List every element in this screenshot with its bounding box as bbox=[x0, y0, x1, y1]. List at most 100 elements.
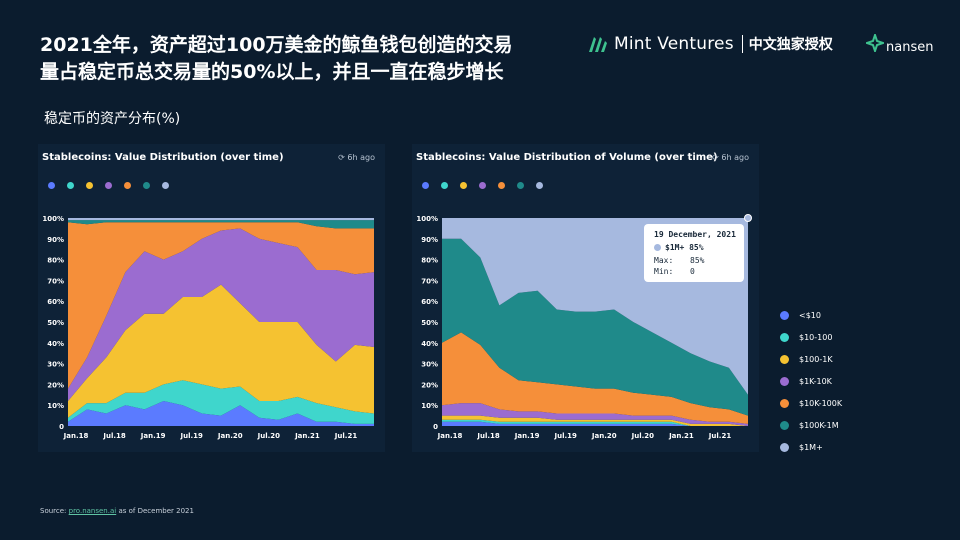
stacked-area-chart: 0 10% 20% 30% 40% 50% 60% 70% 80% 90% 100% Jan.18 Ju… bbox=[42, 215, 374, 440]
legend-label: <$10 bbox=[799, 310, 821, 320]
nansen-star-icon bbox=[866, 34, 884, 52]
legend-item[interactable]: $10K-100K bbox=[780, 392, 870, 414]
y-tick-label: 20% bbox=[47, 381, 64, 389]
x-tick-label: Jan.20 bbox=[591, 432, 617, 440]
legend-item[interactable]: <$10 bbox=[780, 304, 870, 326]
tooltip-date: 19 December, 2021 bbox=[654, 230, 736, 239]
chart-legend: <$10 $10-100 $100-1K $1K-10K $10K-100K $100K-… bbox=[780, 304, 870, 458]
tooltip-max-label: Max: bbox=[654, 256, 674, 265]
x-tick-label: Jul.18 bbox=[102, 432, 126, 440]
area-series-$10K-100K[interactable] bbox=[68, 222, 374, 389]
area-series-$1K-10K[interactable] bbox=[68, 228, 374, 401]
tooltip-series: $1M+ 85% bbox=[654, 243, 704, 252]
page-title: 2021全年，资产超过100万美金的鲸鱼钱包创造的交易 量占稳定币总交易量的50… bbox=[40, 32, 560, 86]
y-tick-label: 80% bbox=[421, 257, 438, 265]
area-series-$10-100[interactable] bbox=[68, 380, 374, 424]
source-prefix: Source: bbox=[40, 507, 67, 515]
y-tick-label: 90% bbox=[47, 236, 64, 244]
area-series-<$10[interactable] bbox=[68, 401, 374, 426]
legend-item[interactable]: $10-100 bbox=[780, 326, 870, 348]
legend-dot bbox=[780, 398, 789, 408]
y-tick-label: 70% bbox=[421, 277, 438, 285]
series-dot-6[interactable] bbox=[162, 182, 169, 189]
area-series-$100-1K[interactable] bbox=[68, 284, 374, 418]
legend-dot bbox=[780, 420, 789, 430]
brand-divider bbox=[741, 35, 743, 53]
x-tick-label: Jan.18 bbox=[437, 432, 463, 440]
series-dot-2[interactable] bbox=[86, 182, 93, 189]
legend-item[interactable]: $100K-1M bbox=[780, 414, 870, 436]
series-dot-1[interactable] bbox=[441, 182, 448, 189]
hover-point[interactable] bbox=[744, 214, 752, 222]
series-dot-3[interactable] bbox=[479, 182, 486, 189]
updated-label: 6h ago bbox=[721, 153, 749, 162]
y-tick-label: 60% bbox=[47, 298, 64, 306]
source-link[interactable]: pro.nansen.ai bbox=[68, 507, 117, 515]
y-tick-label: 50% bbox=[421, 319, 438, 327]
area-series-$10-100[interactable] bbox=[442, 419, 748, 426]
x-tick-label: Jul.18 bbox=[476, 432, 500, 440]
legend-item[interactable]: $100-1K bbox=[780, 348, 870, 370]
y-tick-label: 0 bbox=[59, 423, 64, 431]
legend-label: $1M+ bbox=[799, 442, 823, 452]
y-tick-label: 10% bbox=[421, 402, 438, 410]
clock-refresh-icon: ⟳ bbox=[712, 153, 719, 162]
x-tick-label: Jul.20 bbox=[257, 432, 281, 440]
chart-title: Stablecoins: Value Distribution (over ti… bbox=[42, 152, 284, 163]
chart-tooltip: 19 December, 2021 $1M+ 85% Max: 85% Min:… bbox=[644, 224, 744, 282]
y-tick-label: 40% bbox=[47, 340, 64, 348]
tooltip-min-row: Min: 0 bbox=[654, 267, 695, 276]
x-tick-label: Jul.19 bbox=[180, 432, 204, 440]
tooltip-series-dot bbox=[654, 244, 661, 251]
mint-ventures-logo: Mint Ventures 中文独家授权 bbox=[586, 32, 833, 56]
nansen-logo: nansen bbox=[866, 30, 933, 56]
legend-label: $100-1K bbox=[799, 354, 833, 364]
updated-time: ⟳ 6h ago bbox=[712, 153, 749, 162]
tooltip-series-value: 85% bbox=[689, 243, 704, 252]
area-series-$10K-100K[interactable] bbox=[442, 332, 748, 424]
y-tick-label: 80% bbox=[47, 257, 64, 265]
legend-label: $1K-10K bbox=[799, 376, 832, 386]
area-series-$1K-10K[interactable] bbox=[442, 403, 748, 426]
legend-label: $100K-1M bbox=[799, 420, 839, 430]
y-tick-label: 10% bbox=[47, 402, 64, 410]
y-tick-label: 90% bbox=[421, 236, 438, 244]
series-dot-0[interactable] bbox=[48, 182, 55, 189]
series-dot-0[interactable] bbox=[422, 182, 429, 189]
y-tick-label: 50% bbox=[47, 319, 64, 327]
series-dot-4[interactable] bbox=[498, 182, 505, 189]
series-dots bbox=[422, 182, 555, 189]
area-series-$100-1K[interactable] bbox=[442, 415, 748, 426]
legend-item[interactable]: $1K-10K bbox=[780, 370, 870, 392]
clock-refresh-icon: ⟳ bbox=[338, 153, 345, 162]
series-dot-5[interactable] bbox=[143, 182, 150, 189]
series-dot-4[interactable] bbox=[124, 182, 131, 189]
legend-dot bbox=[780, 310, 789, 320]
page-title-line-2: 量占稳定币总交易量的50%以上，并且一直在稳步增长 bbox=[40, 61, 504, 83]
x-tick-label: Jan.20 bbox=[217, 432, 243, 440]
source-note: Source: pro.nansen.ai as of December 202… bbox=[40, 507, 194, 515]
page-title-line-1: 2021全年，资产超过100万美金的鲸鱼钱包创造的交易 bbox=[40, 34, 513, 56]
legend-dot bbox=[780, 376, 789, 386]
series-dot-6[interactable] bbox=[536, 182, 543, 189]
x-tick-label: Jan.19 bbox=[140, 432, 166, 440]
legend-dot bbox=[780, 354, 789, 364]
brand-name: Mint Ventures bbox=[614, 34, 734, 54]
brand-license: 中文独家授权 bbox=[748, 37, 833, 53]
area-series-$100K-1M[interactable] bbox=[442, 238, 748, 416]
legend-label: $10K-100K bbox=[799, 398, 843, 408]
section-subtitle: 稳定币的资产分布(%) bbox=[44, 111, 181, 127]
y-tick-label: 30% bbox=[47, 361, 64, 369]
series-dot-1[interactable] bbox=[67, 182, 74, 189]
area-series-$1M+[interactable] bbox=[68, 218, 374, 221]
series-dot-3[interactable] bbox=[105, 182, 112, 189]
series-dot-2[interactable] bbox=[460, 182, 467, 189]
series-dot-5[interactable] bbox=[517, 182, 524, 189]
chart-panel-value-distribution: Stablecoins: Value Distribution (over ti… bbox=[38, 144, 385, 452]
legend-item[interactable]: $1M+ bbox=[780, 436, 870, 458]
tooltip-series-name: $1M+ bbox=[665, 243, 685, 252]
y-tick-label: 70% bbox=[47, 277, 64, 285]
y-tick-label: 20% bbox=[421, 381, 438, 389]
tooltip-max-row: Max: 85% bbox=[654, 256, 704, 265]
area-series-$100K-1M[interactable] bbox=[68, 220, 374, 229]
